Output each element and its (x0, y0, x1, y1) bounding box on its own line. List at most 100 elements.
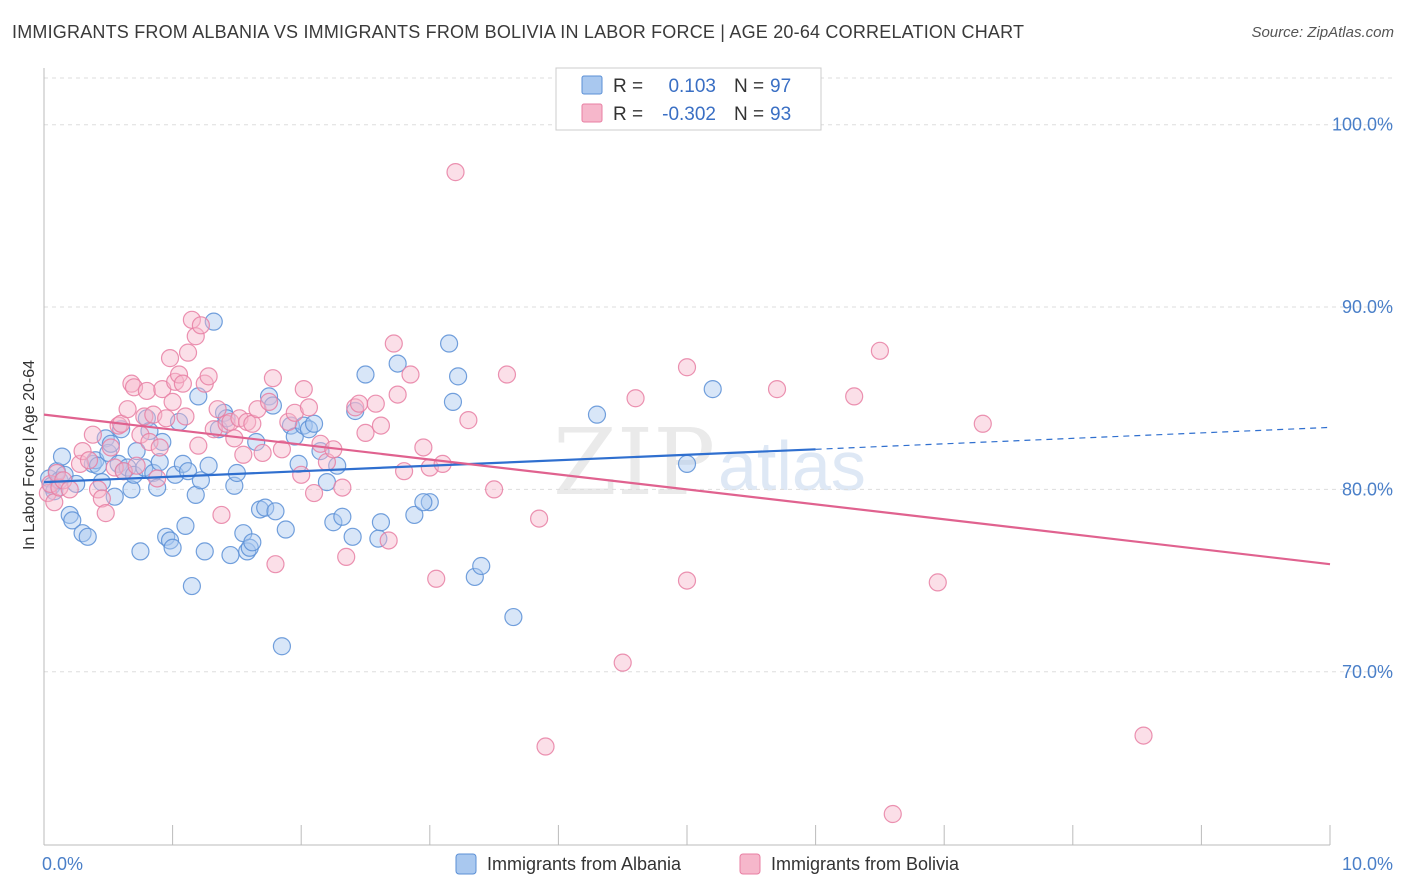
bolivia-point-70 (333, 478, 352, 497)
albania-point-90 (465, 567, 484, 587)
bolivia-point-78 (384, 334, 403, 353)
bolivia-point-47 (212, 505, 231, 525)
albania-point-63 (259, 387, 279, 406)
albania-trend-line-extension (815, 426, 1331, 450)
bolivia-point-9 (79, 451, 99, 470)
bolivia-point-16 (109, 416, 128, 435)
watermark-zip: ZIP (553, 409, 715, 516)
bolivia-point-65 (299, 398, 319, 417)
albania-point-66 (272, 637, 292, 656)
bolivia-point-90 (530, 509, 549, 528)
bolivia-point-13 (96, 504, 115, 523)
y-tick-label-100: 100.0% (1332, 115, 1393, 135)
bolivia-point-56 (253, 443, 272, 463)
albania-point-41 (176, 516, 195, 535)
bolivia-point-8 (73, 442, 92, 461)
chart-title: IMMIGRANTS FROM ALBANIA VS IMMIGRANTS FR… (12, 22, 1025, 42)
bolivia-point-10 (83, 425, 102, 444)
bolivia-point-12 (92, 489, 111, 508)
bolivia-point-61 (279, 412, 298, 432)
bolivia-point-46 (208, 400, 227, 419)
series-legend: Immigrants from Albania Immigrants from … (455, 853, 960, 875)
albania-point-27 (131, 542, 150, 561)
bolivia-point-6 (60, 480, 79, 499)
bolivia-point-62 (285, 403, 304, 422)
trend-lines (43, 413, 1331, 566)
watermark-atlas: atlas (718, 427, 866, 505)
bolivia-point-36 (173, 374, 192, 393)
legend-albania-n-label: N = (734, 76, 764, 97)
legend-albania-n-value: 97 (770, 76, 791, 97)
bolivia-point-63 (292, 465, 311, 484)
albania-point-48 (199, 456, 218, 475)
albania-point-72 (299, 420, 319, 439)
bolivia-point-40 (186, 327, 205, 346)
chart-source: Source: ZipAtlas.com (1251, 24, 1394, 41)
x-tick-label-max: 10.0% (1342, 854, 1393, 874)
bolivia-point-81 (401, 365, 420, 384)
albania-point-73 (304, 414, 324, 433)
albania-point-76 (324, 513, 343, 532)
albania-point-37 (163, 538, 182, 557)
albania-point-89 (448, 367, 468, 386)
bolivia-point-33 (163, 392, 182, 411)
legend-albania-r-label: R = (613, 76, 643, 97)
bolivia-point-99 (883, 804, 902, 824)
legend-bolivia-n-label: N = (734, 104, 764, 125)
albania-point-78 (333, 507, 352, 526)
bolivia-point-59 (266, 555, 285, 574)
bolivia-point-37 (176, 407, 195, 426)
y-tick-label-80: 80.0% (1342, 479, 1393, 499)
bolivia-point-89 (497, 365, 517, 384)
bolivia-point-29 (150, 438, 169, 457)
correlation-legend: R = 0.103 N = 97 R = -0.302 N = 93 (555, 67, 822, 131)
bolivia-point-38 (178, 343, 198, 362)
bolivia-point-26 (140, 432, 159, 452)
bottom-legend-label-albania: Immigrants from Albania (487, 854, 682, 874)
bolivia-point-97 (845, 387, 864, 406)
bolivia-point-92 (613, 653, 632, 672)
bolivia-point-58 (263, 369, 283, 388)
bolivia-point-79 (388, 385, 407, 404)
grid-lines (44, 77, 1392, 673)
albania-point-84 (388, 354, 407, 373)
legend-swatch-bolivia (581, 103, 603, 123)
watermark: ZIP atlas (553, 409, 866, 516)
albania-point-62 (256, 498, 275, 517)
albania-point-91 (472, 556, 491, 576)
albania-point-65 (266, 502, 285, 521)
bolivia-point-82 (414, 438, 433, 457)
albania-point-85 (405, 505, 424, 525)
bolivia-point-19 (118, 400, 137, 419)
albania-point-93 (587, 405, 607, 424)
bolivia-point-76 (371, 416, 391, 435)
series-albania-points (40, 312, 722, 656)
series-bolivia-points (38, 163, 1153, 824)
bolivia-point-98 (870, 341, 890, 360)
bolivia-trend-line (43, 413, 1331, 566)
bolivia-point-24 (135, 407, 154, 426)
bolivia-point-32 (160, 349, 180, 368)
albania-point-81 (356, 365, 375, 384)
albania-point-86 (420, 493, 439, 512)
bolivia-point-57 (259, 392, 279, 411)
albania-point-92 (504, 607, 523, 627)
y-axis-title: In Labor Force | Age 20-64 (21, 360, 38, 550)
y-tick-label-70: 70.0% (1342, 662, 1393, 682)
bolivia-point-88 (485, 480, 504, 499)
legend-bolivia-n-value: 93 (770, 104, 791, 125)
bottom-legend-swatch-albania (455, 853, 477, 875)
legend-swatch-albania (581, 75, 603, 95)
bolivia-point-25 (137, 381, 156, 401)
albania-point-96 (414, 493, 433, 512)
bolivia-point-22 (127, 456, 146, 475)
y-tick-labels: 70.0% 80.0% 90.0% 100.0% (1332, 115, 1393, 682)
albania-point-88 (443, 392, 463, 411)
bolivia-point-91 (536, 737, 555, 756)
bolivia-point-84 (427, 569, 446, 588)
legend-albania-r-value: 0.103 (668, 76, 716, 97)
albania-point-47 (195, 542, 214, 561)
legend-bolivia-r-label: R = (613, 104, 643, 125)
bottom-legend-swatch-bolivia (739, 853, 761, 875)
